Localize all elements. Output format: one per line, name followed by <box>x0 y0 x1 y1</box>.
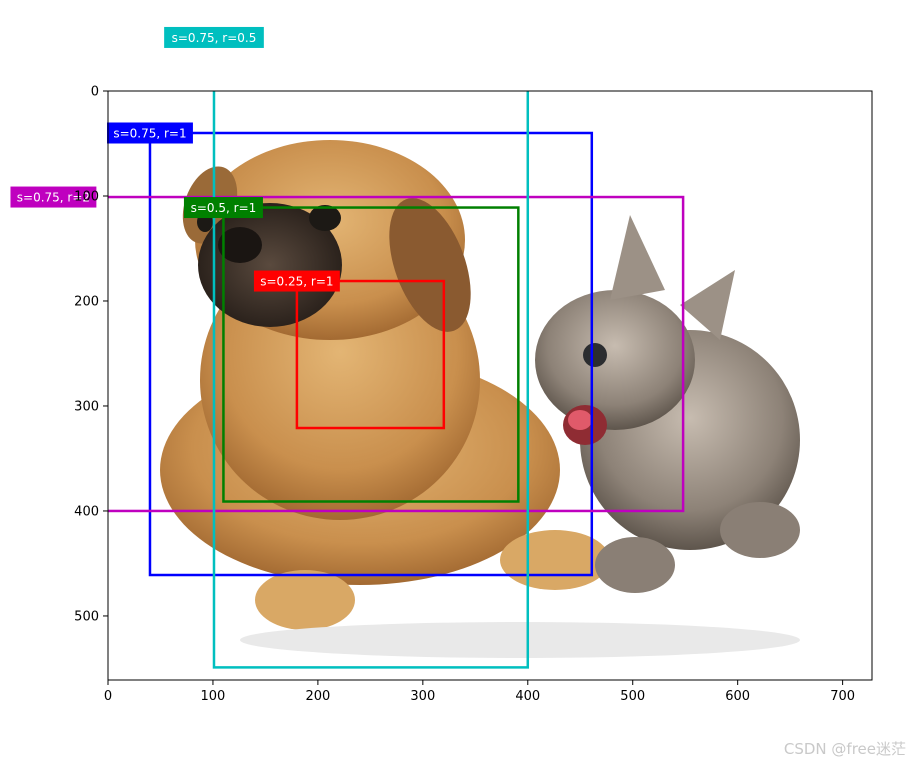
x-tick-label: 700 <box>830 689 855 704</box>
x-tick-label: 300 <box>410 689 435 704</box>
anchor-box <box>222 206 520 503</box>
anchor-box <box>108 195 685 513</box>
box-label-bg <box>10 186 97 208</box>
y-tick-label: 400 <box>74 504 99 519</box>
anchor-box <box>295 279 446 430</box>
box-label: s=0.75, r=1 <box>113 126 186 140</box>
x-tick-label: 500 <box>620 689 645 704</box>
dog-cat-photo <box>108 91 872 680</box>
y-tick-label: 0 <box>91 85 99 100</box>
box-outlines <box>108 91 685 669</box>
anchor-box <box>212 91 530 669</box>
box-label-bg <box>164 26 264 48</box>
box-label: s=0.25, r=1 <box>260 275 333 289</box>
box-label-bg <box>183 197 263 219</box>
box-label-bg <box>253 270 340 292</box>
box-labels: s=0.75, r=1 s=0.5, r=1 s=0.25, r=1 s=0.75, … <box>10 26 340 292</box>
x-tick-label: 0 <box>104 689 112 704</box>
box-label-bg <box>107 122 193 144</box>
x-tick-label: 200 <box>305 689 330 704</box>
watermark: CSDN @free迷茫 <box>783 740 906 758</box>
y-tick-label: 500 <box>74 609 99 624</box>
axes-frame <box>107 90 873 681</box>
y-tick-label: 200 <box>74 294 99 309</box>
x-tick-label: 400 <box>515 689 540 704</box>
y-axis: 0 100 200 300 400 500 <box>74 85 108 624</box>
anchor-boxes: s=0.75, r=1 s=0.5, r=1 s=0.25, r=1 s=0.75, … <box>10 26 685 669</box>
box-label: s=0.5, r=1 <box>191 201 257 215</box>
y-tick-label: 300 <box>74 399 99 414</box>
box-label: s=0.75, r=2 <box>17 191 90 205</box>
y-tick-label: 100 <box>74 189 99 204</box>
x-tick-label: 600 <box>725 689 750 704</box>
x-axis: 0 100 200 300 400 500 600 700 <box>104 680 855 704</box>
x-tick-label: 100 <box>201 689 226 704</box>
anchor-box <box>148 131 594 577</box>
box-label: s=0.75, r=0.5 <box>172 31 257 45</box>
